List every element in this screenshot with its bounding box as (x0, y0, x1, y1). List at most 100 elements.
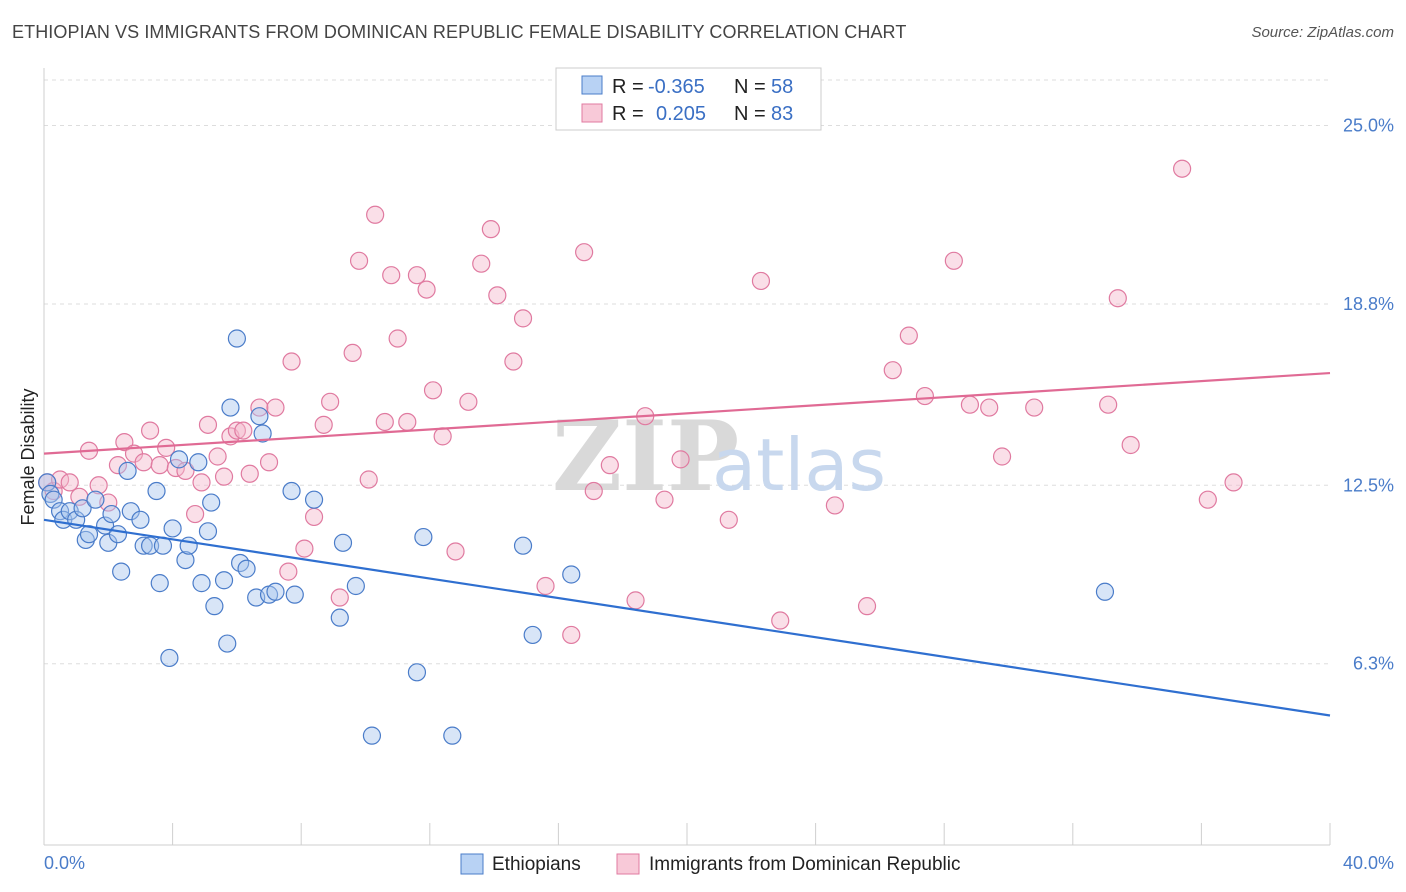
chart-source: Source: ZipAtlas.com (1251, 24, 1394, 41)
ethiopian-point-54 (443, 726, 462, 745)
dominican-point-13 (150, 456, 169, 475)
ethiopian-point-55 (513, 536, 533, 555)
ethiopian-point-18 (131, 510, 150, 529)
ethiopian-point-49 (333, 533, 353, 552)
dominican-point-19 (198, 415, 218, 434)
dominican-point-70 (899, 326, 918, 345)
ethiopian-point-22 (150, 574, 169, 593)
legend-swatch-ethiopians (581, 75, 603, 95)
y-axis-label: Female Disability (18, 388, 38, 525)
dominican-point-18 (192, 473, 211, 492)
dominican-point-72 (944, 251, 963, 270)
dominican-point-59 (600, 456, 619, 475)
legend-r-label-0: R = (612, 76, 644, 98)
dominican-point-60 (626, 591, 645, 610)
ethiopian-point-14 (108, 525, 128, 544)
legend-swatch-dominican (581, 103, 603, 123)
x-tick-marks (43, 823, 1331, 845)
dominican-point-58 (584, 481, 603, 501)
dominican-point-12 (140, 421, 160, 440)
ethiopian-point-10 (86, 490, 105, 509)
ethiopian-point-7 (73, 499, 92, 518)
dominican-point-52 (488, 286, 507, 305)
dominican-point-54 (513, 309, 533, 328)
ethiopian-point-39 (237, 559, 256, 578)
chart-title: ETHIOPIAN VS IMMIGRANTS FROM DOMINICAN R… (12, 22, 907, 42)
dominican-point-6 (89, 476, 108, 495)
dominican-point-62 (655, 490, 674, 509)
ethiopian-point-48 (330, 608, 349, 627)
dominican-point-24 (234, 421, 253, 440)
dominican-point-47 (433, 427, 452, 446)
ethiopian-point-1 (41, 484, 60, 504)
dominican-point-48 (446, 542, 465, 561)
dominican-point-71 (915, 386, 935, 406)
dominican-point-41 (382, 266, 401, 285)
bottom-legend: Ethiopians Immigrants from Dominican Rep… (460, 853, 961, 875)
ethiopian-point-16 (118, 461, 137, 480)
ethiopian-point-26 (169, 450, 189, 469)
ethiopian-point-50 (346, 576, 365, 596)
ethiopian-point-51 (362, 726, 382, 745)
ethiopian-point-15 (112, 562, 131, 581)
dominican-point-57 (575, 243, 594, 262)
x-tick-label-min: 0.0% (44, 853, 85, 873)
dominican-point-25 (240, 464, 259, 483)
dominican-point-20 (208, 447, 227, 466)
ethiopian-point-13 (102, 504, 121, 524)
ethiopian-point-8 (76, 530, 95, 550)
ethiopian-point-25 (163, 519, 182, 538)
ethiopian-point-0 (38, 473, 57, 492)
dominican-point-63 (671, 450, 690, 469)
ethiopian-point-36 (221, 398, 240, 417)
dominican-point-30 (282, 352, 301, 371)
legend-r-label-1: R = (612, 103, 644, 125)
ethiopian-point-27 (176, 550, 195, 570)
ethiopian-point-47 (304, 490, 324, 509)
ethiopian-point-52 (407, 663, 427, 682)
legend-n-value-1: 83 (771, 103, 793, 125)
dominican-point-79 (1121, 435, 1140, 455)
ethiopian-point-34 (214, 571, 234, 590)
legend-n-label-1: N = (734, 103, 766, 125)
dominican-point-23 (227, 421, 246, 440)
dominican-point-42 (388, 329, 407, 348)
ethiopian-point-53 (414, 527, 433, 547)
y-tick-labels: 6.3% 12.5% 18.8% 25.0% (1343, 116, 1394, 674)
ethiopian-point-32 (202, 493, 221, 512)
dominican-point-69 (883, 361, 902, 380)
y-tick-label-3: 25.0% (1343, 116, 1394, 136)
bottom-legend-swatch-dominican (616, 853, 640, 875)
dominican-point-27 (259, 453, 279, 472)
dominican-point-75 (992, 447, 1012, 466)
dominican-point-74 (980, 398, 999, 417)
x-tick-label-max: 40.0% (1343, 853, 1394, 873)
bottom-legend-dominican: Immigrants from Dominican Republic (649, 854, 961, 875)
dominican-point-56 (562, 625, 581, 645)
grid-lines (44, 79, 1330, 665)
dominican-point-31 (295, 539, 314, 558)
dominican-point-53 (504, 352, 523, 371)
dominican-point-8 (108, 456, 128, 475)
ethiopian-point-35 (218, 634, 237, 653)
ethiopian-point-44 (266, 582, 285, 601)
dominican-point-33 (314, 415, 333, 434)
ethiopian-point-30 (192, 574, 211, 593)
ethiopian-point-31 (198, 522, 218, 541)
ethiopian-point-46 (285, 585, 304, 604)
dominican-point-43 (398, 412, 417, 432)
series-ethiopian-points (38, 329, 1115, 745)
dominican-point-3 (60, 473, 79, 492)
ethiopian-point-45 (282, 481, 301, 501)
dominican-point-77 (1099, 395, 1118, 414)
watermark-atlas: atlas (712, 423, 886, 507)
dominican-point-21 (214, 467, 234, 486)
y-tick-label-2: 18.8% (1343, 294, 1394, 314)
dominican-point-36 (343, 343, 362, 362)
ethiopian-point-21 (147, 481, 166, 501)
legend-n-label-0: N = (734, 76, 766, 98)
dominican-point-67 (825, 496, 844, 515)
y-tick-label-1: 12.5% (1343, 475, 1394, 495)
ethiopian-point-19 (134, 536, 153, 555)
top-legend: R = -0.365 N = 58 R = 0.205 N = 83 (555, 67, 822, 131)
